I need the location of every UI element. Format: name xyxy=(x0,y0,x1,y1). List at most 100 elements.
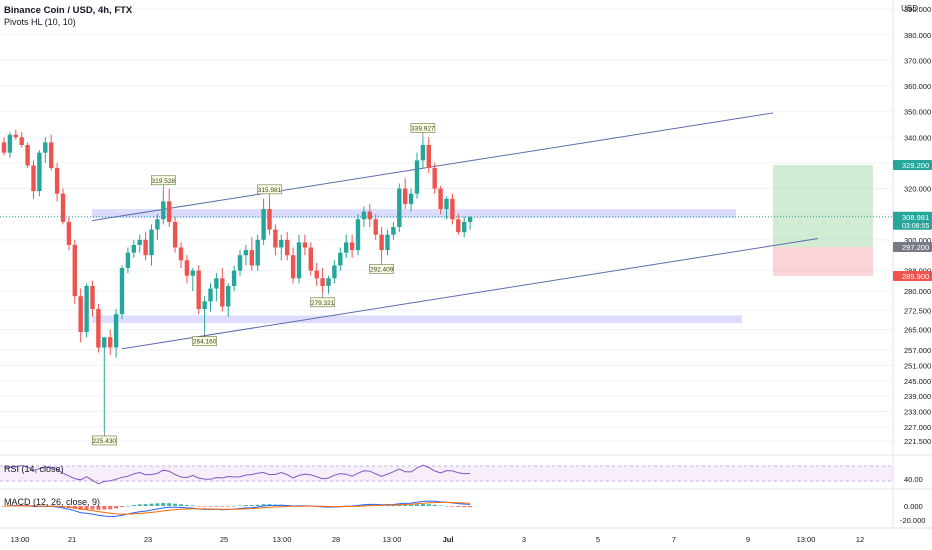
macd-histogram-bar xyxy=(184,504,189,506)
support-resistance-zone xyxy=(92,315,742,324)
macd-histogram-bar xyxy=(155,503,160,506)
candle-body xyxy=(137,239,142,245)
candle-body xyxy=(273,229,278,248)
macd-histogram-bar xyxy=(462,506,467,508)
price-axis-tick: 265.000 xyxy=(904,326,931,335)
macd-axis-label: -20.000 xyxy=(900,516,925,525)
time-axis-tick: 9 xyxy=(746,535,750,544)
stop-loss-zone xyxy=(773,246,873,276)
price-axis-tick: 245.000 xyxy=(904,377,931,386)
candle-body xyxy=(231,270,237,286)
macd-histogram-bar xyxy=(149,503,154,506)
candle-body xyxy=(279,239,284,248)
pivot-label-box xyxy=(369,263,394,274)
macd-histogram-bar xyxy=(214,506,219,507)
candle-body xyxy=(167,201,172,222)
time-axis-tick: 25 xyxy=(220,535,228,544)
macd-histogram-bar xyxy=(202,506,207,507)
price-axis-tick: 390.000 xyxy=(904,5,931,14)
candle-body xyxy=(102,337,107,348)
macd-histogram-bar xyxy=(438,505,443,507)
candle-body xyxy=(456,219,461,233)
countdown-label: 03:08:55 xyxy=(902,223,929,230)
candle-body xyxy=(338,252,343,266)
price-axis-tick: 272.500 xyxy=(904,306,931,315)
price-axis-tick: 360.000 xyxy=(904,82,931,91)
pivot-label-box xyxy=(151,175,176,186)
candle-body xyxy=(462,221,467,233)
candle-body xyxy=(361,211,367,220)
price-axis-tick: 221.500 xyxy=(904,437,931,446)
price-axis-badge-label: 297.200 xyxy=(902,243,929,252)
candle-body xyxy=(149,229,154,256)
candle-body xyxy=(119,268,125,315)
candle-body xyxy=(296,242,302,279)
channel-lower-line xyxy=(121,238,819,350)
macd-histogram-bar xyxy=(131,504,136,506)
candle-body xyxy=(285,239,290,256)
macd-histogram-bar xyxy=(379,505,384,507)
candle-body xyxy=(467,216,473,222)
candle-body xyxy=(43,142,48,153)
macd-histogram-bar xyxy=(391,505,396,507)
macd-histogram-bar xyxy=(2,506,6,507)
pivot-label: 225.430 xyxy=(93,438,117,445)
macd-histogram-bar xyxy=(90,506,95,510)
macd-histogram-bar xyxy=(255,504,260,506)
macd-histogram-bar xyxy=(226,506,231,507)
macd-histogram-bar xyxy=(426,504,431,506)
macd-histogram-bar xyxy=(143,504,148,506)
candle-body xyxy=(355,219,361,251)
price-axis-badge xyxy=(893,159,932,170)
candle-body xyxy=(161,201,166,220)
pivot-label: 339.927 xyxy=(411,125,435,132)
candle-body xyxy=(261,209,266,240)
macd-histogram-bar xyxy=(432,504,437,506)
macd-histogram-bar xyxy=(137,504,142,506)
macd-histogram-bar xyxy=(420,504,425,506)
macd-histogram-bar xyxy=(173,503,178,506)
macd-histogram-bar xyxy=(102,506,107,510)
candle-body xyxy=(143,239,148,256)
candle-body xyxy=(25,144,30,166)
price-axis-tick: 233.000 xyxy=(904,408,931,417)
candle-body xyxy=(320,278,325,286)
macd-histogram-bar xyxy=(450,506,455,507)
price-axis-tick: 251.000 xyxy=(904,361,931,370)
macd-histogram-bar xyxy=(261,504,266,506)
candle-body xyxy=(90,285,95,310)
pivot-label-box xyxy=(410,123,436,133)
price-axis-tick: 380.000 xyxy=(904,31,931,40)
macd-histogram-bar xyxy=(179,504,183,506)
macd-histogram-bar xyxy=(196,506,201,507)
candle-body xyxy=(403,188,408,204)
symbol-title: Binance Coin / USD, 4h, FTX xyxy=(4,5,133,16)
time-axis-tick: 23 xyxy=(144,535,152,544)
candle-body xyxy=(420,144,426,161)
time-axis-tick: 13:00 xyxy=(797,535,816,544)
price-axis-tick: 239.000 xyxy=(904,392,931,401)
macd-histogram-bar xyxy=(78,506,83,510)
rsi-line xyxy=(4,464,471,485)
macd-histogram-bar xyxy=(444,505,449,507)
candle-body xyxy=(125,252,131,269)
macd-histogram-bar xyxy=(243,505,248,506)
pivot-label-box xyxy=(257,184,282,195)
price-axis-tick: 300.000 xyxy=(904,236,931,245)
indicator-legend-pivots: Pivots HL (10, 10) xyxy=(4,17,76,27)
time-axis-tick: 3 xyxy=(522,535,526,544)
time-axis-tick: 21 xyxy=(68,535,76,544)
candle-body xyxy=(438,188,443,210)
price-axis-badge xyxy=(893,211,932,230)
candle-body xyxy=(220,278,225,307)
macd-histogram-bar xyxy=(114,506,119,509)
candle-body xyxy=(249,250,254,266)
candle-body xyxy=(1,142,7,153)
macd-histogram-bar xyxy=(108,506,113,510)
price-axis-badge xyxy=(893,270,932,281)
rsi-legend: RSI (14, close) xyxy=(4,464,64,474)
time-axis-tick: 13:00 xyxy=(273,535,292,544)
currency-label: USD xyxy=(901,4,918,13)
price-axis-tick: 370.000 xyxy=(904,56,931,65)
